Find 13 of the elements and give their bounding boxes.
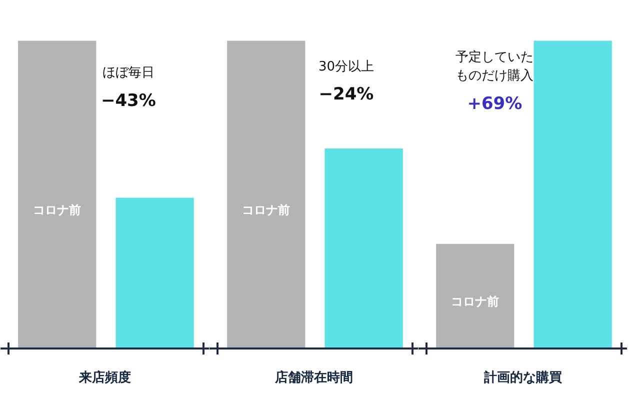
annotation: +69% [467,94,522,114]
annotation: 30分以上 [318,59,374,74]
annotation: −43% [100,90,156,111]
annotation: ほぼ毎日 [102,66,154,81]
annotation: コロナ前 [451,294,500,308]
x-axis-title: 計画的な購買 [483,370,562,386]
annotation: 予定していた [456,50,534,66]
annotation: −24% [318,84,374,105]
x-axis-title: 来店頻度 [78,370,131,386]
annotation: ものだけ購入 [456,68,534,84]
annotation: コロナ前 [33,203,82,218]
annotation: コロナ前 [242,203,290,218]
x-axis-title: 店舗滞在時間 [274,370,353,386]
